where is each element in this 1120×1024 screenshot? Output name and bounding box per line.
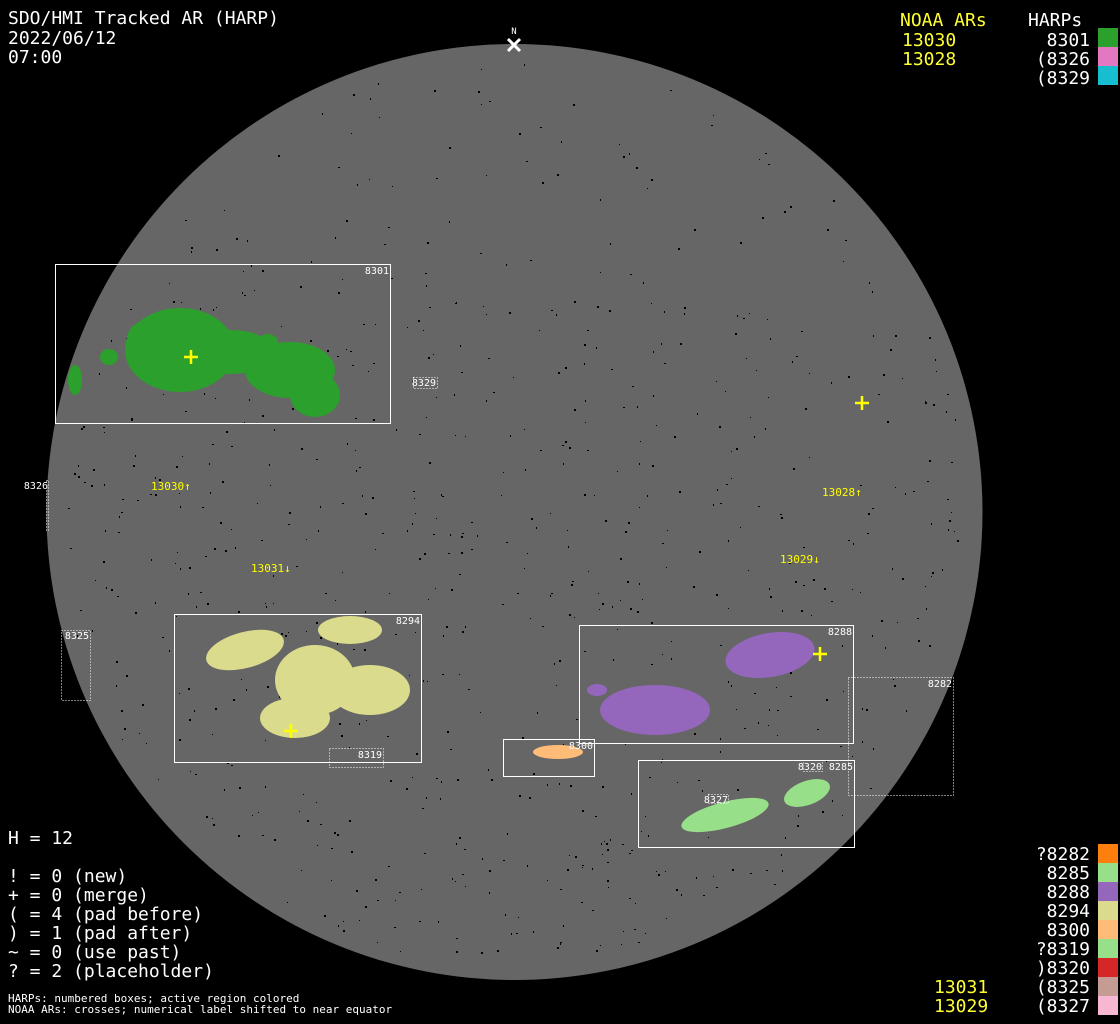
harp-list-item: 8288 — [1046, 882, 1090, 903]
status-count-line: ! = 0 (new) — [8, 866, 128, 887]
region-8300 — [533, 745, 583, 759]
harp-box-8301[interactable] — [55, 264, 391, 424]
harp-list-item: ?8319 — [1035, 939, 1090, 960]
footnote: HARPs: numbered boxes; active region col… — [8, 992, 300, 1005]
harp-label-8300: 8300 — [569, 741, 593, 752]
noaa-cross-13031[interactable] — [284, 724, 298, 738]
region-8294 — [206, 616, 410, 738]
status-count-line: ) = 1 (pad after) — [8, 923, 193, 944]
region-8288 — [587, 631, 815, 735]
harp-heading: HARPs — [1028, 10, 1083, 31]
harp-color-swatch — [1098, 958, 1118, 977]
harp-color-swatch — [1098, 920, 1118, 939]
north-pole-marker-icon — [506, 37, 522, 53]
harp-color-swatch — [1098, 939, 1118, 958]
harp-box-8320[interactable] — [803, 760, 823, 772]
noaa-heading: NOAA ARs — [900, 10, 987, 31]
footnote: NOAA ARs: crosses; numerical label shift… — [8, 1003, 393, 1016]
harp-box-8325[interactable] — [61, 630, 91, 701]
harp-color-swatch — [1098, 901, 1118, 920]
region-8301 — [68, 308, 340, 417]
status-count-line: ( = 4 (pad before) — [8, 904, 204, 925]
harp-list-item: )8320 — [1035, 958, 1090, 979]
noaa-cross-13028[interactable] — [855, 396, 869, 410]
harp-color-swatch — [1098, 996, 1118, 1015]
noaa-label-13030: 13030↑ — [151, 480, 191, 493]
noaa-label-13028: 13028↑ — [822, 486, 862, 499]
date: 2022/06/12 — [8, 28, 117, 49]
harp-label-8329: 8329 — [412, 378, 436, 389]
harp-list-item: 8294 — [1046, 901, 1090, 922]
harp-label-8320: 8320 — [798, 762, 822, 773]
page-title: SDO/HMI Tracked AR (HARP) — [8, 8, 279, 29]
harp-color-swatch — [1098, 47, 1118, 66]
harp-list-item: (8327 — [1035, 996, 1090, 1017]
noaa-list-item: 13029 — [934, 996, 989, 1017]
harp-label-8285: 8285 — [829, 762, 853, 773]
harp-color-swatch — [1098, 844, 1118, 863]
status-count-line: ? = 2 (placeholder) — [8, 961, 214, 982]
harp-count: H = 12 — [8, 828, 74, 849]
harp-color-swatch — [1098, 28, 1118, 47]
north-label: N — [511, 27, 516, 37]
harp-box-8327[interactable] — [708, 794, 729, 804]
harp-box-8300[interactable] — [503, 739, 595, 777]
harp-label-8294: 8294 — [396, 616, 420, 627]
harp-box-8329[interactable] — [413, 377, 438, 389]
harp-list-item: 8301 — [1046, 30, 1090, 51]
time: 07:00 — [8, 47, 63, 68]
harp-list-item: 8300 — [1046, 920, 1090, 941]
harp-list-item: (8325 — [1035, 977, 1090, 998]
harp-label-8288: 8288 — [828, 627, 852, 638]
harp-color-swatch — [1098, 863, 1118, 882]
harp-list-item: (8326 — [1035, 49, 1090, 70]
status-count-line: + = 0 (merge) — [8, 885, 149, 906]
noaa-list-item: 13031 — [934, 977, 989, 998]
harp-box-8282[interactable] — [848, 677, 954, 796]
harp-label-8319: 8319 — [358, 750, 382, 761]
region-8285 — [681, 779, 830, 833]
harp-box-8294[interactable] — [174, 614, 422, 763]
harp-label-8301: 8301 — [365, 266, 389, 277]
harp-list-item: ?8282 — [1035, 844, 1090, 865]
status-count-line: ~ = 0 (use past) — [8, 942, 182, 963]
harp-list-item: 8285 — [1046, 863, 1090, 884]
harp-box-8326[interactable] — [46, 480, 49, 531]
noaa-list-item: 13030 — [902, 30, 957, 51]
solar-disk — [46, 44, 983, 980]
harp-list-item: (8329 — [1035, 68, 1090, 89]
harp-label-8327: 8327 — [704, 795, 728, 806]
noaa-cross-13029[interactable] — [813, 647, 827, 661]
noaa-cross-13030[interactable] — [184, 350, 198, 364]
harp-color-swatch — [1098, 882, 1118, 901]
noaa-label-13029: 13029↓ — [780, 553, 820, 566]
harp-box-8319[interactable] — [329, 748, 384, 768]
harp-box-8288[interactable] — [579, 625, 854, 744]
harp-box-8285[interactable] — [638, 760, 855, 848]
harp-color-swatch — [1098, 66, 1118, 85]
noaa-label-13031: 13031↓ — [251, 562, 291, 575]
harp-label-8326: 8326 — [24, 481, 48, 492]
harp-label-8325: 8325 — [65, 631, 89, 642]
noaa-list-item: 13028 — [902, 49, 957, 70]
harp-label-8282: 8282 — [928, 679, 952, 690]
harp-color-swatch — [1098, 977, 1118, 996]
